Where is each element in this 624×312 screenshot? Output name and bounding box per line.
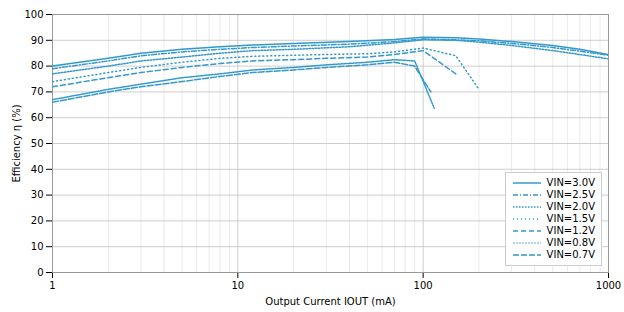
svg-text:90: 90 bbox=[31, 35, 44, 46]
svg-text:80: 80 bbox=[31, 60, 44, 71]
svg-text:100: 100 bbox=[414, 280, 433, 291]
svg-text:1000: 1000 bbox=[596, 280, 621, 291]
svg-text:50: 50 bbox=[31, 138, 44, 149]
html-text:VIN=0.8V: VIN=0.8V bbox=[546, 237, 595, 248]
svg-text:10: 10 bbox=[231, 280, 244, 291]
svg-text:Efficiency η (%): Efficiency η (%) bbox=[11, 104, 22, 182]
svg-text:10: 10 bbox=[31, 241, 44, 252]
html-text:VIN=3.0V: VIN=3.0V bbox=[546, 177, 595, 188]
html-text:VIN=2.0V: VIN=2.0V bbox=[546, 201, 595, 212]
html-text:VIN=0.7V: VIN=0.7V bbox=[546, 249, 595, 260]
svg-text:30: 30 bbox=[31, 189, 44, 200]
html-text:VIN=1.5V: VIN=1.5V bbox=[546, 213, 595, 224]
svg-text:1: 1 bbox=[49, 280, 55, 291]
svg-text:70: 70 bbox=[31, 86, 44, 97]
svg-text:20: 20 bbox=[31, 215, 44, 226]
html-text:VIN=2.5V: VIN=2.5V bbox=[546, 189, 595, 200]
svg-text:60: 60 bbox=[31, 112, 44, 123]
html-text:VIN=1.2V: VIN=1.2V bbox=[546, 225, 595, 236]
svg-text:Output Current IOUT (mA): Output Current IOUT (mA) bbox=[265, 296, 396, 307]
svg-text:0: 0 bbox=[37, 267, 43, 278]
svg-text:100: 100 bbox=[24, 9, 43, 20]
svg-text:40: 40 bbox=[31, 164, 44, 175]
